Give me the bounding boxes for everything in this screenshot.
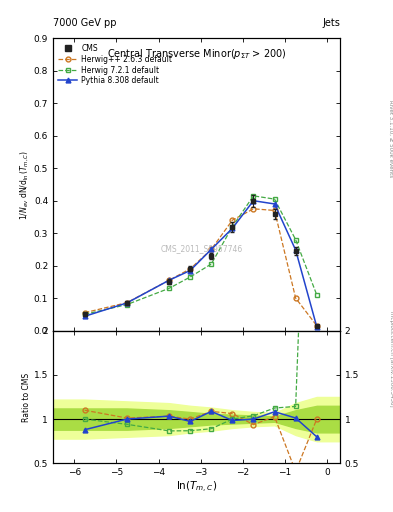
Text: CMS_2011_S8957746: CMS_2011_S8957746 bbox=[161, 244, 243, 253]
X-axis label: $\ln(T_{m,C})$: $\ln(T_{m,C})$ bbox=[176, 480, 217, 495]
Text: mcplots.cern.ch [arXiv:1306.3436]: mcplots.cern.ch [arXiv:1306.3436] bbox=[389, 311, 393, 406]
Text: Jets: Jets bbox=[322, 18, 340, 28]
Text: Rivet 3.1.10, ≥ 500k events: Rivet 3.1.10, ≥ 500k events bbox=[389, 100, 393, 177]
Text: 7000 GeV pp: 7000 GeV pp bbox=[53, 18, 117, 28]
Y-axis label: $1/N_{ev}$ dN/d$_{\ln}(T_{m,C})$: $1/N_{ev}$ dN/d$_{\ln}(T_{m,C})$ bbox=[19, 150, 31, 220]
Legend: CMS, Herwig++ 2.6.3 default, Herwig 7.2.1 default, Pythia 8.308 default: CMS, Herwig++ 2.6.3 default, Herwig 7.2.… bbox=[57, 42, 174, 87]
Text: Central Transverse Minor($p_{\Sigma T}$ > 200): Central Transverse Minor($p_{\Sigma T}$ … bbox=[107, 47, 286, 61]
Y-axis label: Ratio to CMS: Ratio to CMS bbox=[22, 372, 31, 421]
